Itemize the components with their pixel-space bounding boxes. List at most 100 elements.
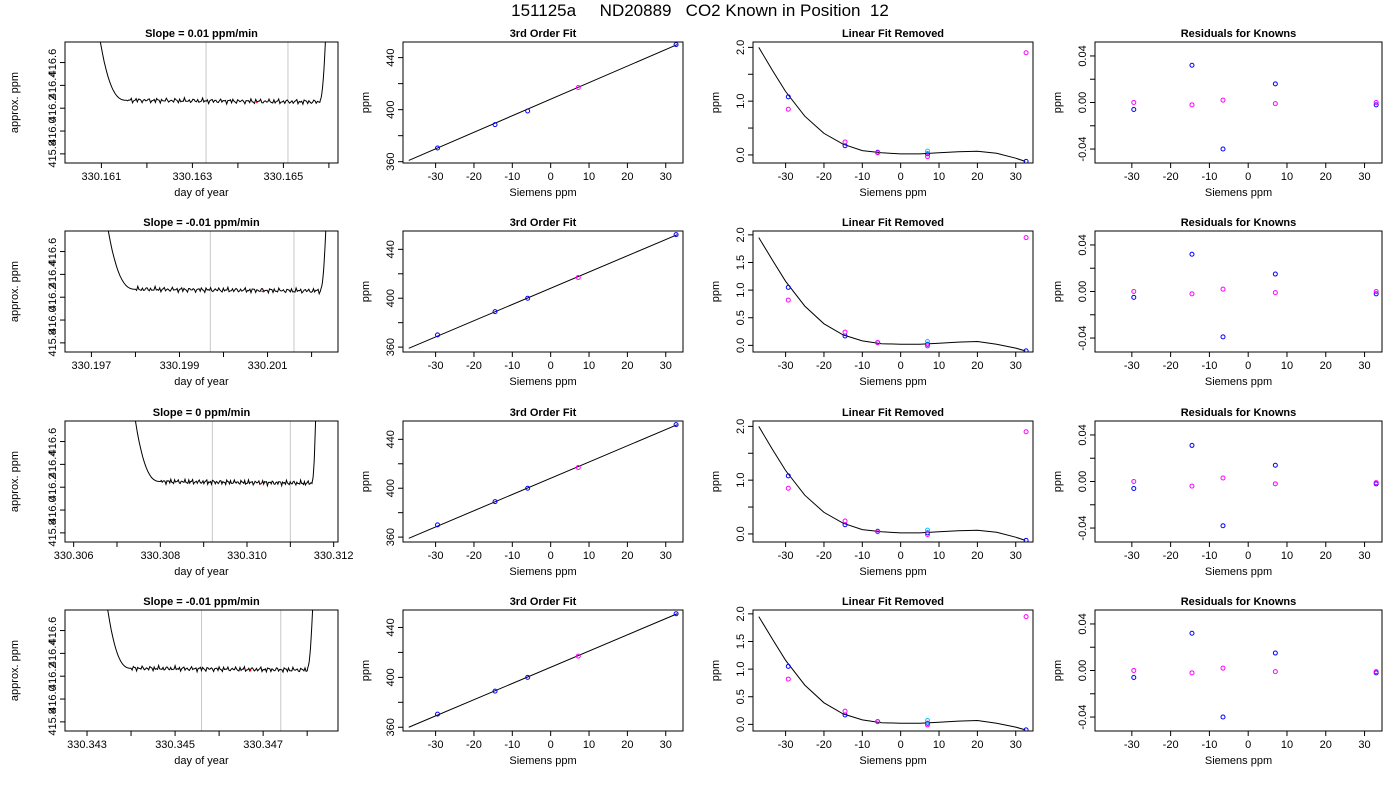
data-point bbox=[575, 85, 581, 91]
data-point bbox=[1189, 251, 1195, 257]
x-tick-label: 10 bbox=[1281, 171, 1293, 183]
data-point bbox=[435, 522, 441, 528]
data-point bbox=[1189, 442, 1195, 448]
y-tick-label: 416.4 bbox=[47, 72, 59, 100]
data-point bbox=[1220, 97, 1226, 103]
x-tick-label: 10 bbox=[583, 360, 595, 372]
panel-title: Linear Fit Removed bbox=[842, 217, 944, 229]
y-axis-label: ppm bbox=[360, 660, 372, 681]
x-tick-label: 30 bbox=[660, 171, 672, 183]
data-point bbox=[1023, 235, 1029, 241]
panel-plot-area bbox=[107, 610, 314, 731]
y-tick-label: -0.04 bbox=[1077, 136, 1089, 161]
panel-title: Slope = -0.01 ppm/min bbox=[143, 596, 260, 608]
panel-plot-area bbox=[1131, 62, 1379, 152]
x-tick-label: 20 bbox=[971, 171, 983, 183]
data-point bbox=[673, 232, 679, 238]
y-tick-label: 400 bbox=[385, 668, 397, 686]
panel-plot-area bbox=[99, 42, 326, 163]
panel-title: Linear Fit Removed bbox=[842, 596, 944, 608]
data-point bbox=[673, 422, 679, 428]
x-tick-label: 20 bbox=[971, 739, 983, 751]
panel-plot-area bbox=[134, 421, 317, 542]
y-tick-label: 416.6 bbox=[47, 49, 59, 77]
data-point bbox=[256, 101, 258, 104]
x-tick-label: 10 bbox=[933, 550, 945, 562]
y-axis-label: approx. ppm bbox=[9, 640, 21, 701]
data-point bbox=[1272, 650, 1278, 656]
plot-frame bbox=[752, 230, 1034, 353]
y-tick-label: 416.6 bbox=[47, 617, 59, 645]
data-point bbox=[1220, 665, 1226, 671]
data-point bbox=[1373, 480, 1379, 486]
panel-plot-area bbox=[408, 232, 679, 349]
x-tick-label: 330.312 bbox=[314, 550, 354, 562]
x-tick-label: -10 bbox=[1201, 360, 1217, 372]
panel-1: Slope = 0.01 ppm/min 330.161 330.163 330.16… bbox=[9, 28, 339, 199]
data-point bbox=[1131, 294, 1137, 300]
x-tick-label: 330.345 bbox=[155, 739, 195, 751]
y-tick-label: 360 bbox=[385, 528, 397, 546]
x-tick-label: -20 bbox=[466, 739, 482, 751]
data-point bbox=[842, 139, 848, 145]
x-axis-label: day of year bbox=[174, 376, 229, 388]
x-tick-label: -30 bbox=[778, 739, 794, 751]
data-point bbox=[1189, 62, 1195, 68]
y-tick-label: 416.2 bbox=[47, 94, 59, 122]
panel-title: Residuals for Knowns bbox=[1181, 407, 1297, 419]
data-point bbox=[1023, 158, 1029, 163]
panel-title: Slope = 0 ppm/min bbox=[153, 407, 251, 419]
panel-6: 3rd Order Fit -30 -20 -10 0 10 20 30 360 400 440 Si… bbox=[360, 217, 684, 388]
data-point bbox=[785, 106, 791, 112]
x-tick-label: 330.343 bbox=[67, 739, 107, 751]
x-axis-label: Siemens ppm bbox=[1205, 566, 1272, 578]
x-tick-label: -30 bbox=[778, 171, 794, 183]
x-axis-label: day of year bbox=[174, 187, 229, 199]
x-tick-label: 30 bbox=[1010, 171, 1022, 183]
plot-frame bbox=[64, 41, 339, 164]
data-point bbox=[1189, 291, 1195, 297]
x-tick-label: 330.347 bbox=[243, 739, 283, 751]
x-tick-label: 0 bbox=[1245, 550, 1251, 562]
panel-13: Slope = -0.01 ppm/min 330.343 330.345 330.3… bbox=[9, 596, 339, 767]
data-point bbox=[575, 464, 581, 470]
x-axis-label: Siemens ppm bbox=[859, 376, 926, 388]
panel-title: Residuals for Knowns bbox=[1181, 217, 1297, 229]
data-point bbox=[1023, 614, 1029, 620]
x-axis-label: Siemens ppm bbox=[1205, 376, 1272, 388]
data-point bbox=[925, 339, 931, 345]
y-tick-label: 440 bbox=[385, 618, 397, 636]
data-point bbox=[925, 527, 931, 533]
x-tick-label: -30 bbox=[428, 550, 444, 562]
plot-frame bbox=[752, 41, 1034, 164]
data-point bbox=[925, 148, 931, 154]
x-tick-label: -20 bbox=[1163, 171, 1179, 183]
data-point bbox=[1272, 669, 1278, 675]
data-point bbox=[673, 611, 679, 617]
y-tick-label: 400 bbox=[385, 289, 397, 307]
x-axis-label: Siemens ppm bbox=[509, 187, 576, 199]
x-tick-label: -20 bbox=[816, 550, 832, 562]
data-point bbox=[1220, 714, 1226, 720]
y-tick-label: 0.00 bbox=[1077, 281, 1089, 302]
data-point bbox=[925, 530, 931, 536]
x-tick-label: 30 bbox=[660, 739, 672, 751]
y-tick-label: 415.8 bbox=[47, 708, 59, 736]
x-tick-label: 330.161 bbox=[82, 171, 122, 183]
x-tick-label: -30 bbox=[428, 360, 444, 372]
y-axis-label: ppm bbox=[710, 660, 722, 681]
data-point bbox=[1272, 462, 1278, 468]
plot-frame bbox=[64, 609, 339, 732]
data-point bbox=[875, 719, 881, 725]
data-point bbox=[525, 485, 531, 491]
data-point bbox=[1189, 670, 1195, 676]
y-tick-label: 416.2 bbox=[47, 662, 59, 690]
x-tick-label: -30 bbox=[428, 739, 444, 751]
data-point bbox=[785, 94, 791, 100]
x-tick-label: 10 bbox=[1281, 550, 1293, 562]
x-axis-label: Siemens ppm bbox=[509, 376, 576, 388]
x-tick-label: 330.201 bbox=[248, 360, 288, 372]
data-point bbox=[1131, 485, 1137, 491]
panel-15: Linear Fit Removed -30 -20 -10 0 10 20 30 0.0 0.5… bbox=[710, 596, 1034, 767]
